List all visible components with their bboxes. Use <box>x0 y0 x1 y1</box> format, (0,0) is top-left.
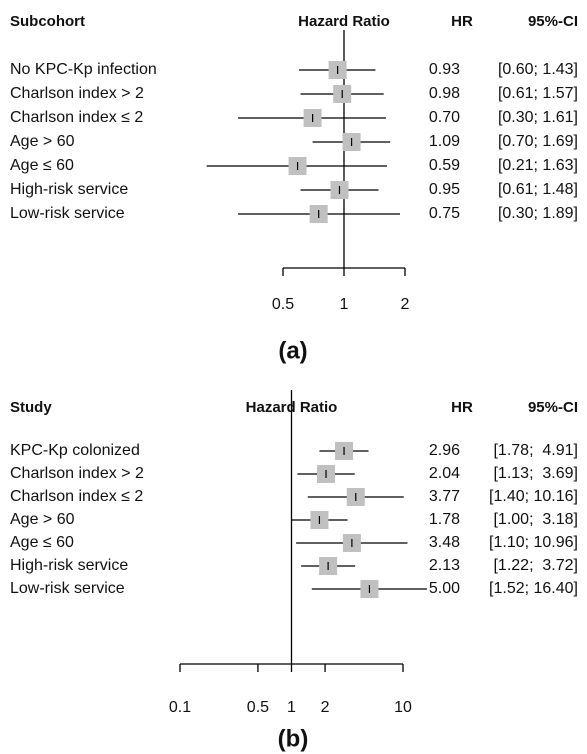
row-label: Age > 60 <box>10 511 75 528</box>
ci-label: [1.78; 4.91] <box>493 442 578 459</box>
x-tick-label: 0.5 <box>272 296 294 313</box>
row-label: High-risk service <box>10 557 128 574</box>
ci-header: 95%-CI <box>528 399 578 416</box>
ci-label: [0.61; 1.57] <box>498 85 578 102</box>
hr-label: 0.70 <box>429 109 460 126</box>
row-label: KPC-Kp colonized <box>10 442 140 459</box>
row-label: Low-risk service <box>10 580 125 597</box>
ci-label: [0.60; 1.43] <box>498 61 578 78</box>
row-label: Age ≤ 60 <box>10 534 74 551</box>
row-label: Age > 60 <box>10 133 75 150</box>
ci-label: [0.30; 1.89] <box>498 205 578 222</box>
hr-label: 1.09 <box>429 133 460 150</box>
ci-label: [1.22; 3.72] <box>493 557 578 574</box>
ci-header: 95%-CI <box>528 13 578 30</box>
row-label: Charlson index > 2 <box>10 85 144 102</box>
hr-label: 0.93 <box>429 61 460 78</box>
x-tick-label: 2 <box>401 296 410 313</box>
ci-label: [0.61; 1.48] <box>498 181 578 198</box>
x-tick-label: 0.1 <box>169 699 191 716</box>
ci-label: [1.40; 10.16] <box>489 488 578 505</box>
panel-label: (b) <box>278 725 309 752</box>
panel-label: (a) <box>278 337 307 364</box>
hr-label: 0.98 <box>429 85 460 102</box>
x-tick-label: 1 <box>287 699 296 716</box>
ci-label: [1.10; 10.96] <box>489 534 578 551</box>
hr-label: 0.59 <box>429 157 460 174</box>
hr-label: 2.96 <box>429 442 460 459</box>
row-header: Study <box>10 399 52 416</box>
x-tick-label: 0.5 <box>247 699 269 716</box>
hr-label: 5.00 <box>429 580 460 597</box>
hr-label: 1.78 <box>429 511 460 528</box>
x-tick-label: 10 <box>394 699 412 716</box>
ci-label: [0.21; 1.63] <box>498 157 578 174</box>
x-tick-label: 2 <box>321 699 330 716</box>
row-label: Charlson index ≤ 2 <box>10 488 143 505</box>
chart-title: Hazard Ratio <box>298 13 390 30</box>
row-label: Age ≤ 60 <box>10 157 74 174</box>
x-tick-label: 1 <box>340 296 349 313</box>
value-header: HR <box>451 399 473 416</box>
ci-label: [0.70; 1.69] <box>498 133 578 150</box>
hr-label: 3.77 <box>429 488 460 505</box>
row-header: Subcohort <box>10 13 85 30</box>
hr-label: 2.04 <box>429 465 460 482</box>
hr-label: 0.95 <box>429 181 460 198</box>
row-label: High-risk service <box>10 181 128 198</box>
value-header: HR <box>451 13 473 30</box>
hr-label: 0.75 <box>429 205 460 222</box>
ci-label: [0.30; 1.61] <box>498 109 578 126</box>
row-label: Charlson index > 2 <box>10 465 144 482</box>
row-label: No KPC-Kp infection <box>10 61 157 78</box>
row-label: Charlson index ≤ 2 <box>10 109 143 126</box>
row-label: Low-risk service <box>10 205 125 222</box>
ci-label: [1.13; 3.69] <box>493 465 578 482</box>
hr-label: 3.48 <box>429 534 460 551</box>
ci-label: [1.52; 16.40] <box>489 580 578 597</box>
hr-label: 2.13 <box>429 557 460 574</box>
ci-label: [1.00; 3.18] <box>493 511 578 528</box>
